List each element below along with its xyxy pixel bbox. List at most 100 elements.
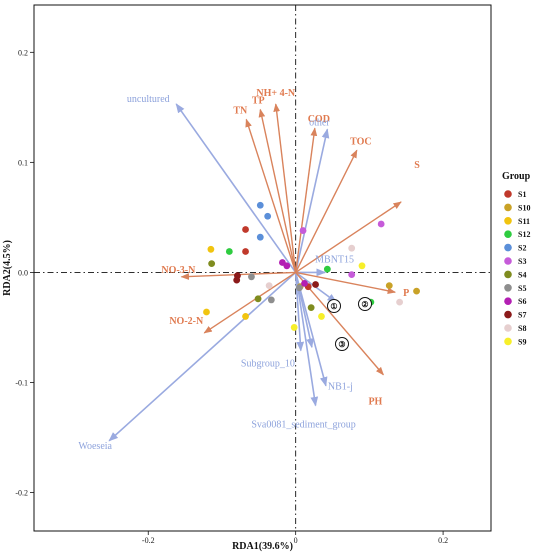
sample-point-s11	[242, 313, 249, 320]
bacteria-label-nb1-j: NB1-j	[328, 382, 353, 393]
bacteria-arrow-woeseia	[108, 271, 297, 442]
env-arrow-p	[295, 271, 397, 295]
legend-swatch-s5	[504, 284, 512, 292]
x-axis-title: RDA1(39.6%)	[232, 541, 293, 552]
legend-swatch-s11	[504, 217, 512, 225]
sample-point-s4	[254, 295, 262, 303]
env-label-no-3-n: NO-3-N	[161, 265, 196, 276]
legend-swatch-s6	[504, 297, 512, 306]
legend-label-s11: S11	[518, 217, 530, 226]
sample-point-s5	[267, 296, 275, 304]
sample-point-s6	[301, 280, 308, 287]
x-tick-label: -0.2	[142, 536, 155, 545]
env-label-no-2-n: NO-2-N	[169, 316, 204, 327]
sample-point-s4	[307, 304, 315, 312]
legend-label-s7: S7	[518, 311, 526, 320]
env-arrow-tp	[258, 108, 297, 273]
env-label-ph: PH	[368, 397, 382, 408]
env-arrow-cod	[294, 127, 318, 273]
sample-point-s12	[225, 248, 233, 255]
bacteria-label-other: other	[309, 117, 330, 128]
bacteria-label-sva0081-sediment-group: Sva0081_sediment_group	[251, 420, 355, 431]
annotation-label: ③	[338, 340, 345, 349]
legend-label-s12: S12	[518, 230, 530, 239]
legend-label-s3: S3	[518, 257, 526, 266]
sample-point-s11	[203, 308, 210, 316]
y-tick-label: 0.2	[18, 48, 28, 57]
env-label-toc: TOC	[350, 136, 372, 147]
env-label-tp: TP	[252, 96, 265, 107]
env-arrow-ph	[295, 271, 384, 376]
legend-swatch-s7	[504, 310, 512, 319]
legend-swatch-s9	[504, 337, 512, 346]
env-label-cod: COD	[308, 114, 330, 125]
sample-point-s4	[208, 260, 216, 267]
sample-point-s9	[318, 313, 325, 320]
bacteria-label-subgroup-10: Subgroup_10	[241, 359, 295, 370]
legend-label-s10: S10	[518, 203, 530, 212]
legend-title: Group	[502, 171, 531, 182]
y-tick-label: -0.2	[15, 488, 28, 497]
legend-label-s2: S2	[518, 244, 526, 253]
annotation-label: ①	[330, 302, 337, 311]
sample-point-s7	[234, 272, 241, 280]
sample-point-s10	[413, 287, 420, 295]
env-arrow-tn	[245, 118, 297, 273]
y-tick-label: 0.0	[18, 268, 28, 277]
env-arrow-toc	[295, 149, 358, 273]
legend-swatch-s1	[504, 190, 512, 198]
sample-point-s9	[290, 324, 298, 331]
annotation-label: ②	[361, 300, 368, 309]
legend-swatch-s2	[504, 243, 512, 252]
env-arrow-nh-4-n	[273, 103, 297, 273]
sample-point-s6	[283, 262, 291, 270]
y-tick-label: -0.1	[15, 378, 28, 387]
x-tick-label: 0	[294, 536, 298, 545]
env-label-nh-4-n: NH+ 4-N	[256, 88, 296, 99]
annotation-circle	[327, 299, 341, 313]
sample-point-s5	[295, 284, 303, 292]
sample-point-s8	[348, 244, 356, 252]
bacteria-arrow-uncultured	[175, 103, 297, 273]
env-label-p: P	[403, 288, 409, 299]
sample-point-s3	[348, 271, 356, 279]
x-tick-label: 0.2	[438, 536, 448, 545]
env-arrow-s	[295, 201, 402, 273]
annotation-circle	[335, 337, 349, 351]
legend-swatch-s10	[504, 203, 512, 212]
sample-point-s10	[385, 282, 393, 290]
sample-point-s8	[396, 298, 403, 306]
legend-label-s5: S5	[518, 284, 526, 293]
sample-point-s7	[312, 281, 319, 288]
bacteria-arrow-sva0081-sediment-group	[294, 272, 319, 407]
bacteria-arrow-subgroup-10	[294, 272, 305, 352]
sample-point-s2	[256, 233, 264, 241]
sample-point-s12	[323, 265, 331, 273]
bacteria-arrow-nb1-j	[294, 272, 328, 387]
legend-label-s6: S6	[518, 297, 526, 306]
bacteria-label-uncultured: uncultured	[127, 94, 170, 105]
sample-point-s8	[265, 282, 273, 290]
sample-point-s11	[207, 245, 215, 253]
env-arrow-no-2-n	[203, 271, 297, 334]
legend-label-s8: S8	[518, 324, 526, 333]
bacteria-label-woeseia: Woeseia	[78, 441, 112, 452]
plot-frame	[33, 4, 492, 532]
legend-label-s9: S9	[518, 337, 526, 346]
y-axis-title: RDA2(4.5%)	[2, 240, 13, 296]
sample-point-s5	[248, 273, 255, 281]
annotation-circle	[358, 297, 372, 311]
sample-point-s3	[299, 227, 307, 234]
sample-point-s2	[256, 201, 264, 209]
env-label-tn: TN	[233, 105, 248, 116]
legend-swatch-s3	[504, 257, 512, 265]
legend-label-s1: S1	[518, 190, 526, 199]
legend-label-s4: S4	[518, 270, 526, 279]
sample-point-s2	[264, 212, 272, 220]
env-label-s: S	[414, 160, 420, 171]
sample-point-s1	[242, 226, 249, 233]
legend-swatch-s4	[504, 270, 512, 279]
sample-point-s3	[377, 220, 385, 228]
